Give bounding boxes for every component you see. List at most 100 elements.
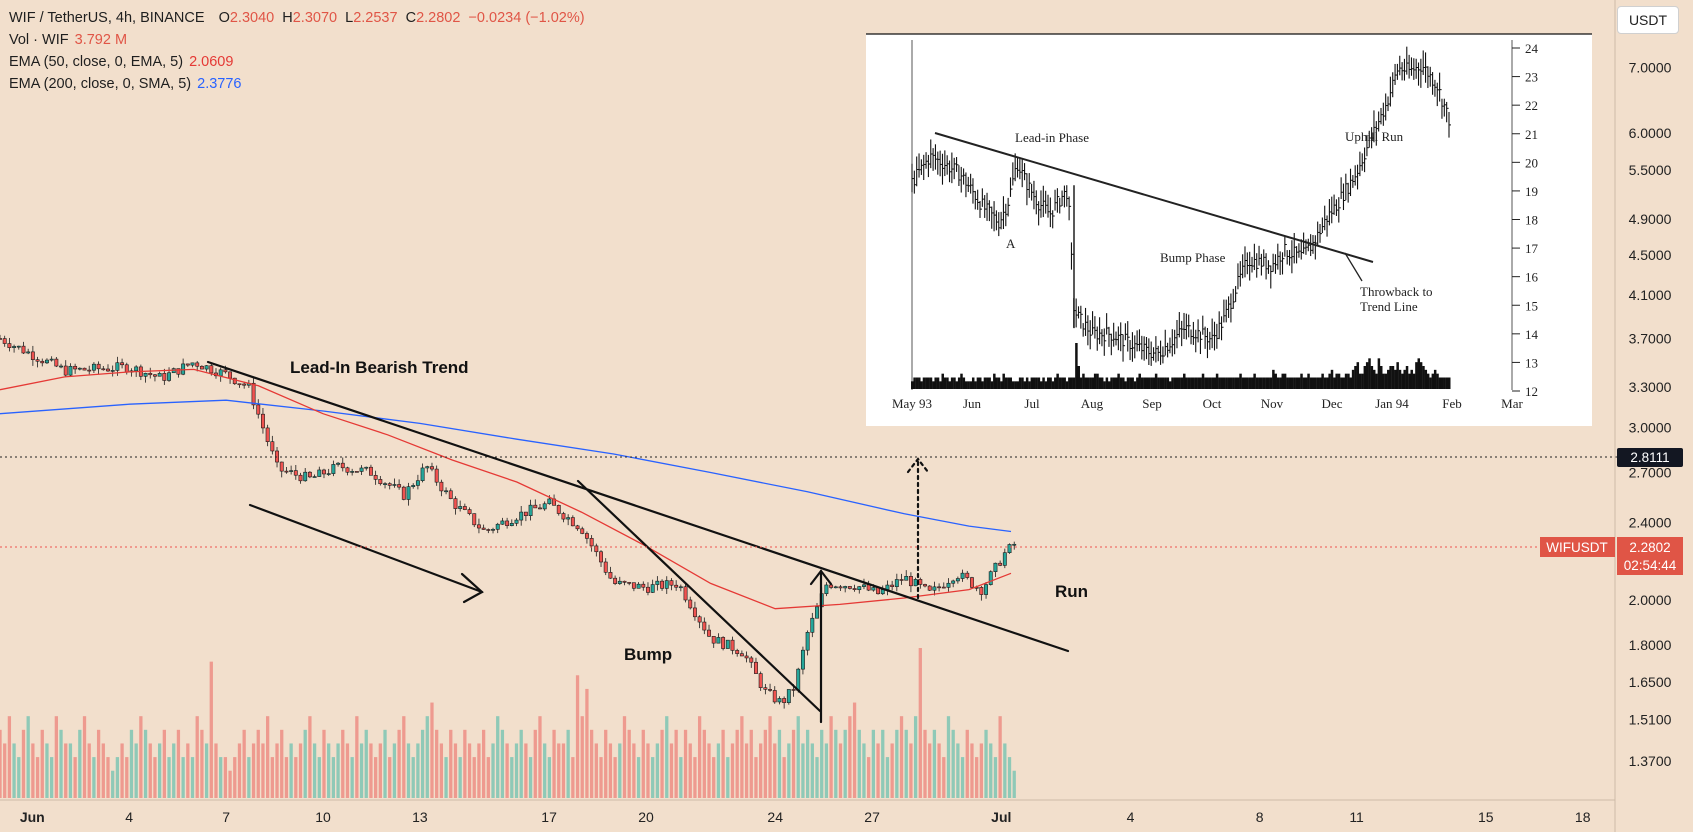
candle-body (444, 490, 449, 493)
volume-bar (153, 757, 157, 798)
volume-bar (683, 729, 688, 798)
volume-bar (1012, 770, 1016, 798)
candle-body (232, 377, 237, 385)
inset-volume-bar (1401, 373, 1404, 389)
inset-volume-bar (1396, 362, 1399, 389)
inset-volume-bar (1333, 377, 1336, 389)
inset-volume-bar (1243, 377, 1247, 389)
ema200-legend[interactable]: EMA (200, close, 0, SMA, 5) 2.3776 (9, 76, 242, 92)
candle-body (951, 580, 956, 584)
inset-volume-bar (1358, 373, 1362, 389)
price-axis[interactable]: 7.0000 6.0000 5.5000 4.9000 4.5000 4.1000 3.70… (1629, 59, 1672, 769)
volume-bar (284, 757, 289, 798)
volume-legend[interactable]: Vol · WIF 3.792 M (9, 32, 128, 48)
volume-bar (383, 729, 387, 798)
candle-body (829, 584, 834, 588)
candle-body (852, 588, 857, 591)
candle-body (580, 528, 585, 534)
candle-body (120, 362, 125, 366)
inset-lead-in-label: Lead-in Phase (1015, 130, 1089, 145)
candle-body (965, 572, 970, 578)
candle-body (937, 586, 942, 589)
volume-bar (552, 729, 556, 798)
inset-volume-bar (971, 377, 975, 389)
volume-bar (312, 743, 317, 798)
volume-bar (820, 729, 824, 798)
volume-bar (524, 743, 528, 798)
price-tick: 5.5000 (1629, 162, 1672, 178)
volume-bar (646, 743, 650, 798)
inset-volume-bar (1347, 373, 1350, 389)
inset-volume-bar (946, 377, 949, 389)
volume-bar (707, 743, 711, 798)
volume-bar (143, 729, 148, 798)
inset-volume-bar (1089, 377, 1092, 389)
inset-volume-bar (1213, 377, 1217, 389)
volume-bar (500, 729, 505, 798)
inset-volume-bar (1368, 358, 1371, 389)
candle-body (448, 490, 453, 499)
candle-body (45, 359, 49, 364)
inset-volume-bar (1047, 377, 1050, 389)
inset-month-label: Sep (1142, 396, 1162, 411)
inset-volume-bar (1204, 377, 1207, 389)
inset-volume-bar (1344, 373, 1348, 389)
run-arrow-head (809, 569, 833, 586)
price-tick: 3.7000 (1629, 330, 1672, 346)
inset-volume-bar (1161, 377, 1165, 389)
candle-body (711, 636, 716, 644)
inset-y-label: 24 (1525, 41, 1539, 56)
inset-volume-bar (1185, 377, 1188, 389)
candle-body (847, 586, 852, 589)
inset-volume-bar (1086, 377, 1090, 389)
volume-bar (674, 729, 678, 798)
candle-body (472, 513, 477, 526)
volume-bar (3, 743, 7, 798)
inset-volume-bar (943, 377, 947, 389)
svg-text:02:54:44: 02:54:44 (1624, 558, 1677, 573)
candle-body (561, 513, 566, 520)
candle-body (862, 584, 866, 587)
inset-volume-bar (941, 373, 944, 389)
volume-bar (848, 716, 852, 798)
volume-bar (373, 757, 378, 798)
inset-volume-bar (1171, 377, 1174, 389)
candle-body (927, 585, 932, 591)
volume-bar (167, 757, 171, 798)
inset-volume-bar (1269, 377, 1273, 389)
inset-volume-bar (1206, 377, 1209, 389)
inset-volume-bar (1220, 377, 1224, 389)
symbol-header[interactable]: WIF / TetherUS, 4h, BINANCE O2.3040 H2.3… (9, 8, 585, 28)
volume-bar (176, 729, 181, 798)
volume-bar (580, 716, 584, 798)
candle-body (904, 576, 909, 581)
inset-volume-bar (1166, 377, 1170, 389)
volume-bar (843, 729, 847, 798)
inset-volume-bar (1211, 377, 1214, 389)
inset-trendline (934, 132, 1374, 263)
inset-volume-bar (1448, 377, 1451, 389)
volume-bar (186, 743, 190, 798)
time-axis[interactable]: Jun 4 7 10 13 17 20 24 27 Jul 4 8 11 15 18 (20, 809, 1591, 825)
currency-button[interactable]: USDT (1617, 6, 1679, 34)
inset-volume-bar (1201, 373, 1205, 389)
candle-body (322, 469, 326, 475)
volume-bar (148, 743, 152, 798)
inset-volume-bar (1276, 377, 1280, 389)
volume-bar (481, 729, 486, 798)
inset-volume-bar (1122, 377, 1125, 389)
candle-body (941, 586, 946, 589)
volume-bar (928, 743, 932, 798)
volume-bar (857, 729, 861, 798)
volume-bar (453, 743, 458, 798)
candle-body (2, 338, 7, 344)
volume-bar (655, 743, 660, 798)
candle-body (627, 582, 632, 584)
candle-body (519, 511, 524, 521)
candle-body (998, 562, 1003, 566)
price-tick: 1.3700 (1629, 753, 1672, 769)
inset-price-axis: 24 23 22 21 20 19 18 17 16 15 14 13 12 (1512, 41, 1539, 399)
ema50-legend[interactable]: EMA (50, close, 0, EMA, 5) 2.0609 (9, 54, 234, 70)
inset-volume-bar (1096, 373, 1099, 389)
